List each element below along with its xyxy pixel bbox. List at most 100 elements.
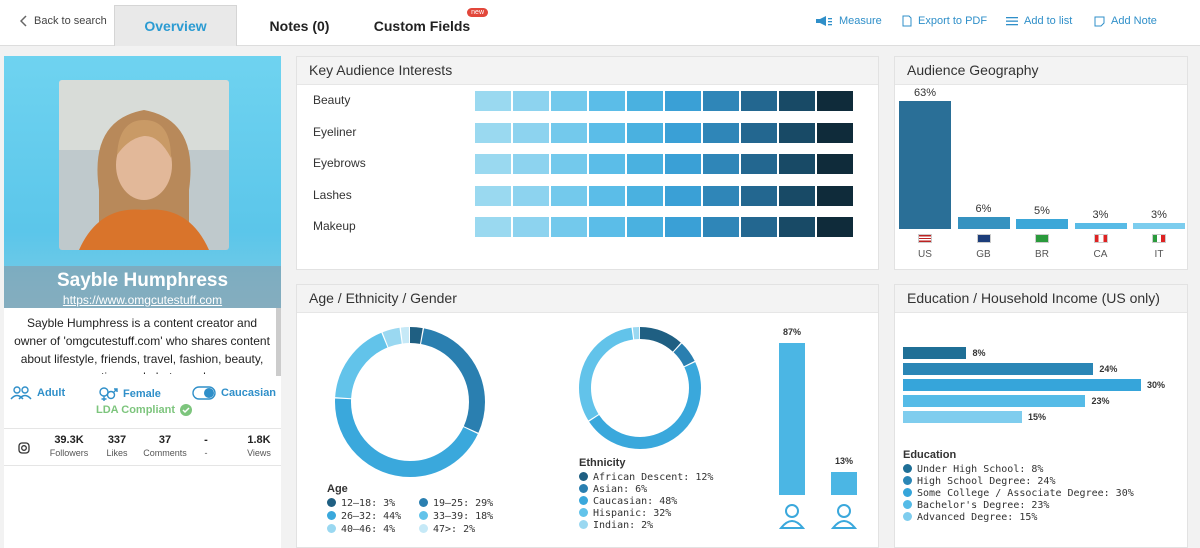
ethnicity-slice-0: [579, 327, 701, 449]
note-icon: [1094, 16, 1105, 26]
education-pct: 15%: [1028, 412, 1047, 422]
legend-label: Bachelor's Degree: 23%: [917, 500, 1050, 511]
tab-custom-fields[interactable]: Custom Fields new: [362, 5, 488, 46]
interest-scale-cell: [779, 91, 815, 111]
people-icon: [10, 386, 32, 400]
lda-label: LDA Compliant: [96, 404, 176, 416]
geo-bar-gb: [957, 216, 1010, 229]
legend-item: Bachelor's Degree: 23%: [903, 500, 1134, 511]
interest-scale-cell: [741, 185, 777, 206]
interest-scale: [475, 185, 853, 206]
interest-scale: [475, 91, 853, 111]
age-heading: Age: [327, 483, 348, 495]
education-pct: 8%: [972, 348, 986, 358]
interest-scale-cell: [665, 185, 701, 206]
interest-scale-cell: [475, 122, 511, 143]
legend-label: Hispanic: 32%: [593, 508, 672, 519]
gender-icon: [99, 387, 118, 401]
interest-scale-cell: [551, 122, 587, 143]
interest-scale-cell: [665, 217, 701, 237]
legend-dot: [903, 464, 912, 473]
stat-empty: --: [198, 434, 214, 458]
education-title: Education / Household Income (US only): [895, 285, 1187, 313]
interest-label: Eyeliner: [313, 124, 357, 139]
education-bar-4: [903, 411, 1022, 423]
flag-it-icon: [1152, 234, 1166, 243]
interest-scale-cell: [627, 185, 663, 206]
add-to-list-label: Add to list: [1024, 15, 1073, 27]
stat-label: Followers: [49, 448, 89, 458]
tag-caucasian: Caucasian: [192, 386, 276, 400]
geo-bar-ca: [1074, 222, 1127, 229]
flag-gb-icon: [976, 234, 991, 243]
interest-scale-cell: [513, 154, 549, 174]
export-pdf-button[interactable]: Export to PDF: [902, 15, 987, 27]
interest-scale-cell: [589, 185, 625, 206]
tag-adult: Adult: [10, 386, 65, 400]
stat-likes: 337 Likes: [97, 434, 137, 458]
interest-scale-cell: [551, 185, 587, 206]
lda-compliant-badge: LDA Compliant: [96, 404, 193, 416]
geo-pct: 5%: [1034, 204, 1050, 217]
education-bar-1: [903, 363, 1094, 375]
interest-scale-cell: [475, 91, 511, 111]
add-note-label: Add Note: [1111, 15, 1157, 27]
legend-item: 26–32: 44%: [327, 511, 419, 522]
interest-scale-cell: [741, 91, 777, 111]
age-slice-0: [335, 327, 485, 477]
profile-website-link[interactable]: https://www.omgcutestuff.com: [62, 293, 223, 307]
stat-value: -: [204, 434, 208, 446]
interest-scale-cell: [703, 91, 739, 111]
stat-label: Comments: [143, 448, 187, 458]
legend-dot: [579, 472, 588, 481]
legend-item: High School Degree: 24%: [903, 476, 1134, 487]
geo-pct: 3%: [1151, 208, 1167, 221]
interest-scale: [475, 217, 853, 237]
interest-scale-cell: [703, 217, 739, 237]
stat-comments: 37 Comments: [140, 434, 190, 458]
education-bar-0: [903, 347, 967, 359]
interest-scale-cell: [551, 217, 587, 237]
back-to-search-link[interactable]: Back to search: [20, 15, 107, 27]
measure-button[interactable]: Measure: [815, 15, 882, 27]
interest-scale-cell: [741, 217, 777, 237]
legend-label: African Descent: 12%: [593, 472, 714, 483]
geo-bar-br: [1016, 218, 1068, 229]
legend-dot: [419, 498, 428, 507]
profile-bio: Sayble Humphress is a content creator an…: [14, 316, 270, 374]
interest-scale-cell: [703, 154, 739, 174]
interest-scale-cell: [513, 91, 549, 111]
demographics-card: Age / Ethnicity / Gender Age 12–18: 3% 19…: [296, 284, 879, 548]
gender-bar-0: [779, 343, 805, 495]
interest-scale-cell: [817, 154, 853, 174]
interest-scale-cell: [551, 154, 587, 174]
interest-scale-cell: [779, 217, 815, 237]
interest-scale-cell: [741, 122, 777, 143]
tab-overview[interactable]: Overview: [114, 5, 237, 46]
education-legend: Education Under High School: 8% High Scho…: [903, 449, 1134, 523]
legend-label: 12–18: 3%: [341, 498, 396, 509]
add-note-button[interactable]: Add Note: [1094, 15, 1157, 27]
bio-scrollbar[interactable]: [276, 308, 281, 376]
legend-item: Advanced Degree: 15%: [903, 512, 1134, 523]
legend-label: Asian: 6%: [593, 484, 648, 495]
legend-item: Caucasian: 48%: [579, 496, 713, 507]
ethnicity-donut: [579, 327, 701, 449]
geo-bar-it: [1133, 222, 1185, 229]
flag-us-icon: [918, 234, 932, 243]
tab-notes[interactable]: Notes (0): [269, 17, 330, 34]
instagram-icon[interactable]: [18, 442, 30, 454]
interest-scale-cell: [817, 185, 853, 206]
legend-item: 19–25: 29%: [419, 498, 511, 509]
toggle-icon: [192, 386, 216, 400]
tag-caucasian-label: Caucasian: [221, 387, 277, 399]
legend-item: Indian: 2%: [579, 520, 713, 531]
education-card: Education / Household Income (US only) 8…: [894, 284, 1188, 548]
legend-label: Under High School: 8%: [917, 464, 1044, 475]
education-pct: 23%: [1091, 396, 1110, 406]
interest-scale-cell: [627, 91, 663, 111]
geo-label: CA: [1093, 249, 1108, 260]
stat-label: -: [204, 448, 208, 458]
add-to-list-button[interactable]: Add to list: [1006, 15, 1072, 27]
interest-label: Lashes: [313, 187, 352, 202]
